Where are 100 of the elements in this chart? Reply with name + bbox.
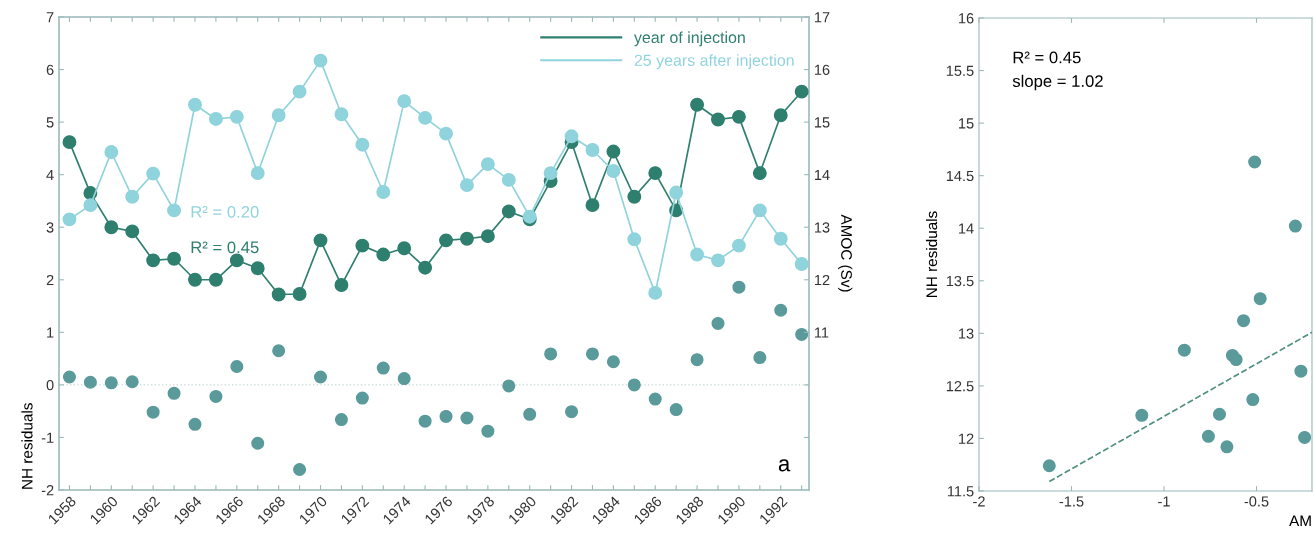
point [188, 97, 202, 112]
point [773, 108, 788, 123]
point [376, 185, 391, 199]
y-tick-label: 6 [46, 64, 54, 75]
point [1253, 292, 1267, 306]
point [104, 145, 119, 160]
point [711, 253, 725, 268]
point [606, 144, 621, 159]
point [627, 232, 642, 247]
x-axis-title: AM [1289, 515, 1311, 527]
y-tick-label: 14 [959, 223, 974, 234]
point [669, 185, 684, 200]
x-tick-label: -2 [973, 496, 985, 507]
annotation: R² = 0.20 [191, 205, 259, 218]
y2-tick-label: 12 [814, 274, 830, 286]
text: year of injection [633, 31, 745, 47]
point [397, 241, 412, 256]
point [313, 233, 328, 248]
x-tick-label: -1 [1158, 496, 1170, 507]
point [795, 327, 809, 341]
point [585, 347, 599, 361]
point [564, 129, 579, 144]
point [1298, 430, 1312, 444]
point [690, 353, 704, 367]
annotation: slope = 1.02 [1012, 74, 1103, 91]
point [125, 375, 139, 389]
y-tick-label: 12.5 [946, 380, 974, 392]
point [1288, 219, 1302, 233]
point [460, 411, 474, 425]
point [314, 370, 328, 384]
y-tick-label: 4 [46, 169, 54, 180]
point [208, 272, 223, 287]
y-axis-title: NH residuals [21, 403, 33, 489]
point [648, 285, 663, 300]
point [543, 166, 558, 181]
point [439, 126, 453, 141]
point [732, 280, 746, 294]
point [355, 238, 370, 253]
point [62, 135, 77, 150]
point [146, 253, 161, 268]
y-tick-label: 13.5 [946, 275, 974, 287]
y-tick-label: -2 [41, 485, 54, 496]
point [523, 407, 537, 421]
point [125, 189, 140, 204]
point [1237, 314, 1251, 328]
y2-tick-label: 11 [814, 327, 829, 338]
point [250, 261, 265, 276]
point [292, 84, 307, 99]
point [1220, 440, 1234, 454]
point [439, 233, 453, 248]
y-tick-label: 0 [46, 379, 54, 391]
point [251, 436, 265, 450]
point [230, 359, 244, 373]
point [167, 203, 182, 218]
point [1246, 393, 1260, 407]
point [1135, 408, 1149, 422]
point [439, 409, 453, 423]
point [731, 238, 746, 253]
point [376, 247, 391, 262]
point [752, 166, 767, 181]
point [146, 405, 160, 419]
point [627, 378, 641, 392]
point [669, 403, 683, 417]
y2-tick-label: 14 [814, 169, 830, 180]
point [355, 391, 369, 405]
y-tick-label: 7 [46, 12, 54, 23]
point [731, 109, 746, 124]
point [585, 143, 600, 157]
y-tick-label: 15 [959, 118, 974, 129]
point [648, 392, 662, 406]
point [1042, 459, 1056, 473]
point [397, 372, 411, 386]
point [585, 198, 600, 213]
point [774, 303, 788, 317]
point [606, 355, 620, 369]
point [418, 260, 433, 275]
point [418, 110, 433, 125]
y2-tick-label: 17 [814, 12, 830, 23]
point [167, 386, 181, 400]
text: 25 years after injection [634, 54, 794, 70]
point [773, 231, 788, 246]
point [271, 108, 286, 123]
point [711, 112, 725, 127]
y-tick-label: 13 [959, 328, 974, 339]
point [481, 424, 495, 438]
point [62, 370, 76, 384]
y2-tick-label: 15 [814, 117, 830, 128]
annotation: R² = 0.45 [1013, 51, 1081, 64]
point [460, 231, 474, 246]
point [690, 97, 705, 112]
point [83, 375, 97, 389]
y-axis-title: NH residuals [925, 211, 938, 297]
point [334, 413, 348, 427]
point [418, 414, 432, 428]
y-tick-label: 5 [46, 117, 54, 128]
point [62, 212, 77, 227]
point [501, 172, 516, 187]
y2-axis-title: AMOC (Sv) [838, 214, 853, 292]
point [397, 94, 412, 109]
point [627, 189, 642, 204]
